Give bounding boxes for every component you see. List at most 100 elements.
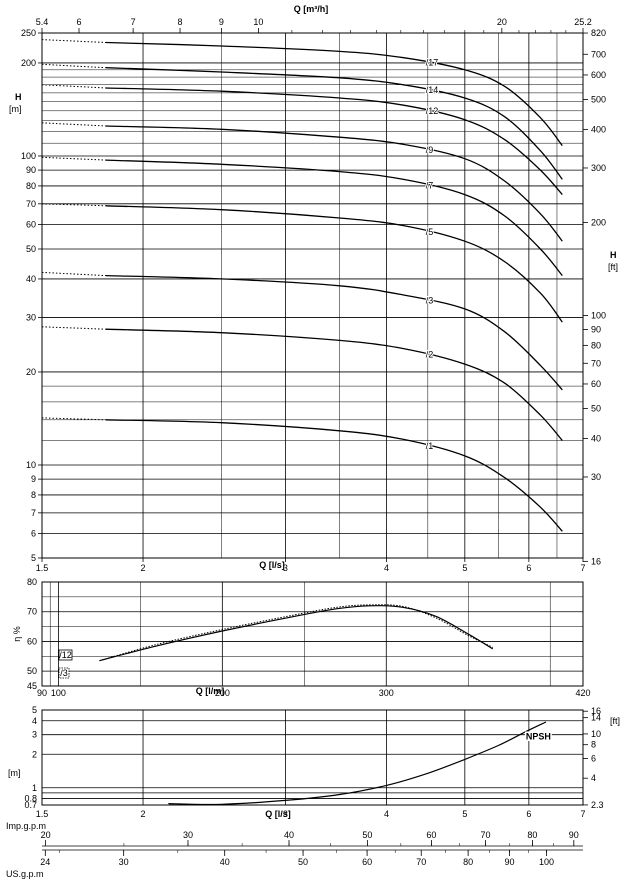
npsh-x-tick-label: 7 — [580, 809, 585, 819]
head-curve — [105, 125, 563, 242]
npsh-y-tick-label-left: 0.7 — [24, 800, 37, 810]
efficiency-x-tick-label: 200 — [215, 688, 230, 698]
flow-unit-scales: 20 30 40 50 60 70 80 90 24 30 40 50 60 70 80 90 100 — [40, 830, 583, 867]
npsh-x-tick-label: 5 — [462, 809, 467, 819]
top-axis-tick-label: 5.4 — [36, 17, 49, 27]
efficiency-y-tick-label: 80 — [27, 577, 37, 587]
npsh-y-tick-label-left: 4 — [32, 716, 37, 726]
top-axis-tick-label: 25.2 — [574, 17, 592, 27]
npsh-y-tick-label-left: 3 — [32, 730, 37, 740]
head-y-tick-label-right: 70 — [591, 358, 601, 368]
efficiency-curve — [99, 605, 494, 662]
head-y-tick-label-left: 200 — [21, 58, 36, 68]
npsh-chart-grid — [41, 709, 584, 806]
head-y-axis-label-right: H — [610, 250, 617, 260]
efficiency-x-tick-label: 100 — [51, 688, 66, 698]
head-curve-label: /5 — [426, 227, 434, 237]
head-curve — [105, 41, 563, 147]
top-axis-label: Q [m³/h] — [294, 4, 329, 14]
us-gpm-label: US.g.p.m — [6, 869, 44, 879]
efficiency-y-tick-label: 70 — [27, 607, 37, 617]
head-y-tick-label-right: 50 — [591, 403, 601, 413]
head-curve — [105, 159, 563, 277]
imp-scale-tick-label: 40 — [284, 830, 294, 840]
us-scale-tick-label: 80 — [463, 857, 473, 867]
head-x-tick-label: 5 — [462, 563, 467, 573]
us-scale-tick-label: 30 — [119, 857, 129, 867]
head-plot-frame — [41, 32, 584, 559]
efficiency-y-tick-label: 45 — [27, 681, 37, 691]
npsh-y-axis-unit-right: [ft] — [610, 716, 620, 726]
head-curve-label: /7 — [426, 180, 434, 190]
efficiency-y-tick-label: 50 — [27, 666, 37, 676]
npsh-y-tick-label-right: 4 — [591, 773, 596, 783]
head-y-tick-label-right: 40 — [591, 433, 601, 443]
head-curve-label: /1 — [426, 441, 434, 451]
npsh-x-tick-label: 6 — [526, 809, 531, 819]
head-y-axis-unit-left: [m] — [9, 104, 22, 114]
top-axis-tick-label: 9 — [219, 17, 224, 27]
top-axis-tick-label: 8 — [178, 17, 183, 27]
head-curve-dotted — [41, 122, 107, 127]
imp-scale-tick-label: 50 — [362, 830, 372, 840]
npsh-y-tick-label-left: 0.8 — [24, 794, 37, 804]
npsh-y-tick-label-left: 5 — [32, 705, 37, 715]
head-y-tick-label-left: 30 — [26, 313, 36, 323]
top-axis-tick-label: 10 — [253, 17, 263, 27]
head-curve-label: /2 — [426, 350, 434, 360]
imp-scale-tick-label: 60 — [426, 830, 436, 840]
head-x-tick-label: 2 — [141, 563, 146, 573]
legend-box-12 — [58, 649, 73, 661]
npsh-curve-label: NPSH — [526, 731, 551, 741]
head-x-tick-label: 6 — [526, 563, 531, 573]
efficiency-y-axis-label: η % — [12, 626, 22, 642]
imp-scale-tick-label: 70 — [481, 830, 491, 840]
efficiency-plot-frame — [41, 581, 584, 687]
efficiency-x-tick-label: 420 — [575, 688, 590, 698]
npsh-x-tick-label: 3 — [283, 809, 288, 819]
head-curve-dotted — [41, 63, 107, 69]
head-y-tick-label-right: 300 — [591, 163, 606, 173]
npsh-y-tick-label-left: 1 — [32, 783, 37, 793]
head-curve-dotted — [41, 84, 107, 89]
head-y-tick-label-left: 10 — [26, 460, 36, 470]
npsh-plot-frame — [41, 709, 584, 806]
imp-gpm-label: Imp.g.p.m — [6, 821, 46, 831]
imp-scale-tick-label: 20 — [41, 830, 51, 840]
top-axis-tick-label: 20 — [497, 17, 507, 27]
head-curve — [105, 87, 563, 196]
head-y-tick-label-left: 7 — [31, 508, 36, 518]
efficiency-x-tick-label: 90 — [37, 688, 47, 698]
npsh-x-tick-label: 1.5 — [36, 809, 49, 819]
us-scale-tick-label: 50 — [298, 857, 308, 867]
head-curve — [105, 274, 563, 391]
efficiency-x-tick-label: 300 — [379, 688, 394, 698]
head-x-axis-label: Q [l/s] — [259, 560, 285, 570]
head-y-tick-label-right: 400 — [591, 124, 606, 134]
npsh-y-tick-label-left: 2 — [32, 749, 37, 759]
npsh-y-tick-label-right: 16 — [591, 706, 601, 716]
head-x-tick-label: 7 — [580, 563, 585, 573]
head-curve-label: /17 — [426, 57, 439, 67]
npsh-curve — [168, 721, 547, 806]
head-curve — [105, 419, 563, 532]
us-scale-tick-label: 90 — [504, 857, 514, 867]
head-y-tick-label-right: 16 — [591, 556, 601, 566]
head-curve-dotted — [41, 203, 107, 207]
efficiency-chart-labels: 90 100 200 300 420 45 50 60 70 80 — [27, 577, 591, 698]
npsh-x-tick-label: 4 — [384, 809, 389, 819]
head-y-tick-label-left: 8 — [31, 490, 36, 500]
us-scale-tick-label: 40 — [220, 857, 230, 867]
legend-box-3 — [58, 667, 70, 679]
head-x-tick-label: 4 — [384, 563, 389, 573]
head-curve-label: /14 — [426, 85, 439, 95]
npsh-y-tick-label-right: 10 — [591, 729, 601, 739]
head-curve — [105, 67, 563, 180]
head-y-tick-label-left: 50 — [26, 244, 36, 254]
us-scale-tick-label: 70 — [416, 857, 426, 867]
efficiency-y-tick-label: 60 — [27, 636, 37, 646]
head-curve-label: /3 — [426, 295, 434, 305]
head-y-tick-label-right: 200 — [591, 217, 606, 227]
head-y-tick-label-left: 40 — [26, 274, 36, 284]
